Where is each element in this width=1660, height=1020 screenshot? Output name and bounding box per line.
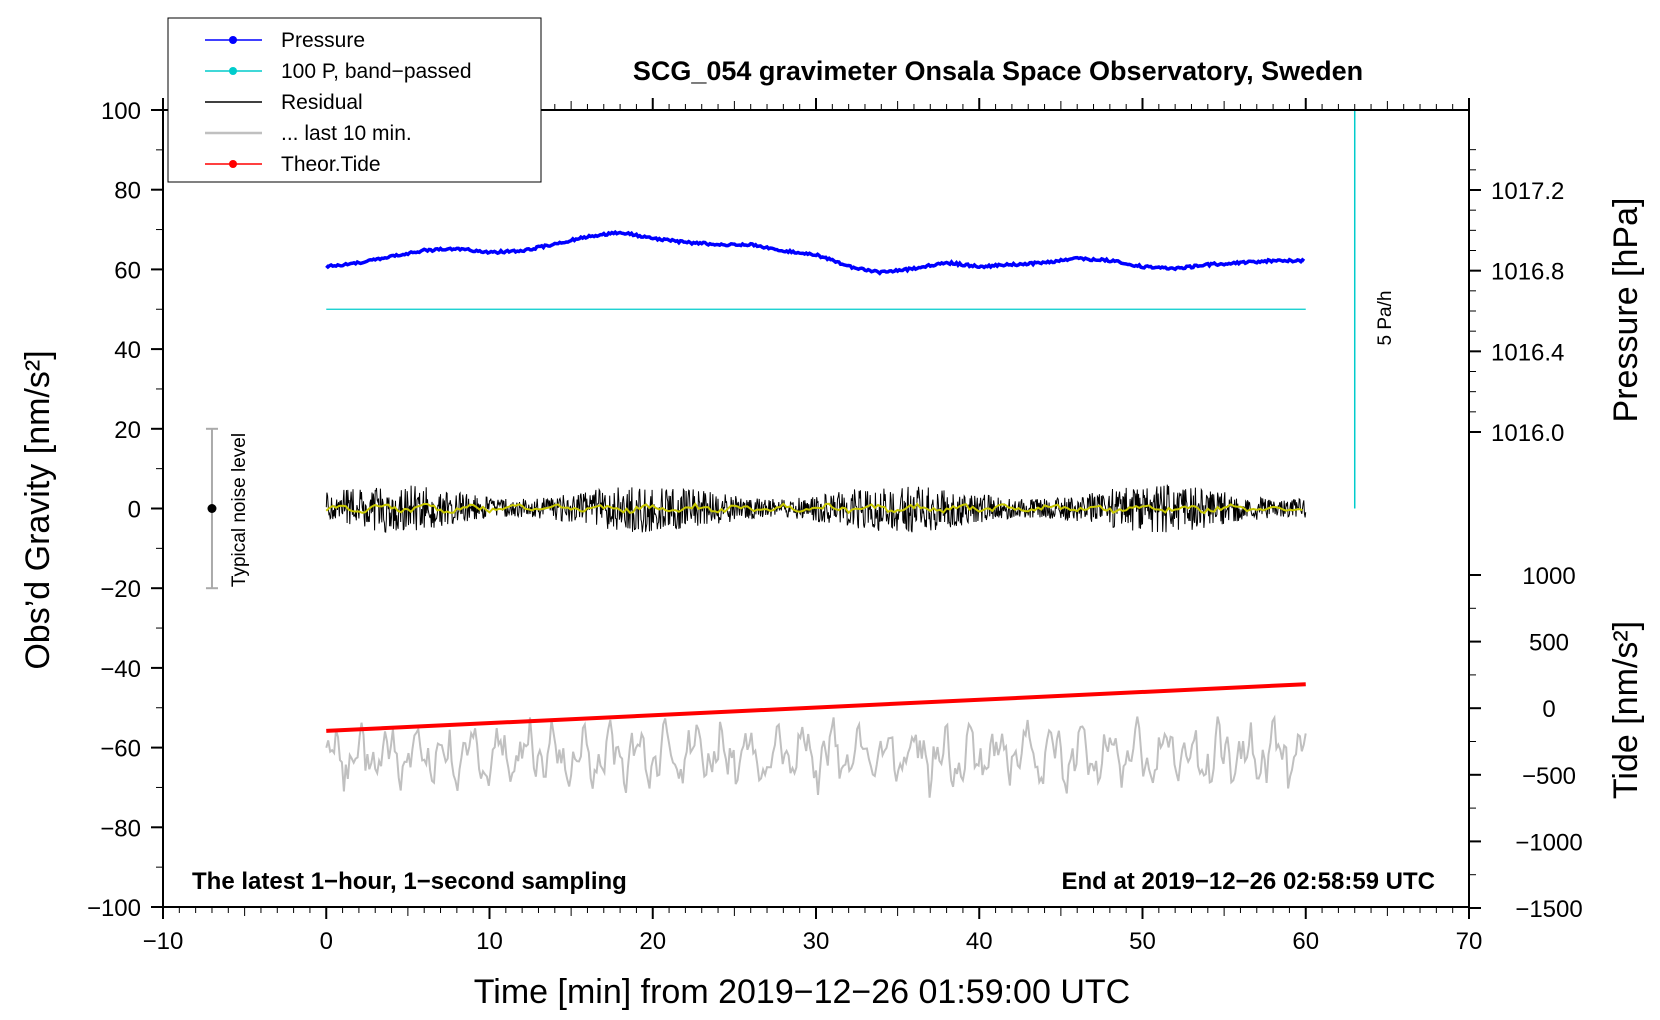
pressure-axis-title: Pressure [hPa] <box>1607 198 1645 423</box>
legend-label: ... last 10 min. <box>281 122 412 145</box>
x-tick-label: 60 <box>1292 928 1319 955</box>
end-time-annotation: End at 2019−12−26 02:58:59 UTC <box>1061 868 1435 895</box>
x-tick-label: 70 <box>1456 928 1483 955</box>
legend-box <box>167 17 542 183</box>
chart-title: SCG_054 gravimeter Onsala Space Observat… <box>633 56 1363 86</box>
x-tick-label: 40 <box>966 928 993 955</box>
x-axis-title: Time [min] from 2019−12−26 01:59:00 UTC <box>474 973 1130 1011</box>
y-axis-title-left: Obs’d Gravity [nm/s²] <box>19 350 57 669</box>
y-tick-label: −80 <box>100 815 141 842</box>
y-tick-label: 80 <box>114 178 141 205</box>
y-tick-label: −20 <box>100 576 141 603</box>
rate-marker-label: 5 Pa/h <box>1375 291 1396 346</box>
x-tick-label: −10 <box>143 928 184 955</box>
tide-tick-label: 500 <box>1529 630 1569 657</box>
series-residual-smoothed <box>325 502 1303 515</box>
legend: Pressure 100 P, band−passed Residual ... la… <box>167 17 542 183</box>
tide-tick-label: −1000 <box>1515 829 1582 856</box>
y-tick-label: 40 <box>114 337 141 364</box>
y-tick-label: 20 <box>114 417 141 444</box>
y-tick-label: 0 <box>128 497 141 524</box>
legend-marker <box>229 160 237 168</box>
y-tick-label: 100 <box>101 98 141 125</box>
pressure-tick-label: 1016.0 <box>1491 420 1564 447</box>
noise-level-label: Typical noise level <box>229 433 250 587</box>
tide-tick-label: 0 <box>1542 696 1555 723</box>
legend-label: Residual <box>281 91 363 114</box>
y-tick-label: 60 <box>114 257 141 284</box>
series-residual <box>325 484 1307 533</box>
legend-marker <box>229 67 237 75</box>
x-tick-label: 0 <box>320 928 333 955</box>
series-last-10-min <box>325 714 1307 798</box>
pressure-tick-label: 1017.2 <box>1491 178 1564 205</box>
y-tick-label: −60 <box>100 736 141 763</box>
legend-label: 100 P, band−passed <box>281 60 472 83</box>
legend-label: Pressure <box>281 29 365 52</box>
plot-layer <box>205 110 1356 798</box>
x-tick-label: 30 <box>803 928 830 955</box>
pressure-tick-label: 1016.4 <box>1491 339 1564 366</box>
tide-tick-label: 1000 <box>1522 563 1575 590</box>
tide-tick-label: −1500 <box>1515 896 1582 923</box>
x-tick-label: 20 <box>639 928 666 955</box>
series-theor-tide <box>326 682 1306 733</box>
series-pressure <box>325 229 1306 276</box>
tide-axis-title: Tide [nm/s²] <box>1607 621 1645 799</box>
axes-layer: −10 0 10 20 30 40 50 60 70−100−80−60−40−20020406… <box>87 98 1583 955</box>
tide-tick-label: −500 <box>1522 763 1576 790</box>
x-tick-label: 10 <box>476 928 503 955</box>
pressure-tick-label: 1016.8 <box>1491 259 1564 286</box>
legend-marker <box>229 36 237 44</box>
legend-label: Theor.Tide <box>281 153 381 176</box>
noise-bar-center <box>207 504 217 513</box>
y-tick-label: −100 <box>87 895 141 922</box>
y-tick-label: −40 <box>100 656 141 683</box>
sampling-annotation: The latest 1−hour, 1−second sampling <box>192 868 627 895</box>
x-tick-label: 50 <box>1129 928 1156 955</box>
legend-items: Pressure 100 P, band−passed Residual ... la… <box>205 29 472 176</box>
